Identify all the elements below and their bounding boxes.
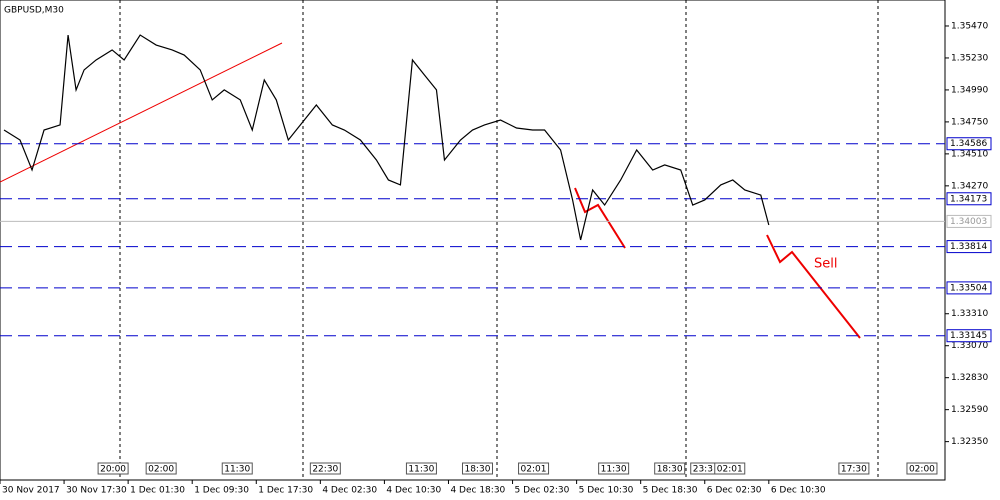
event-tag — [97, 462, 129, 475]
x-tick-label: 1 Dec 17:30 — [258, 486, 313, 496]
y-tick-label: 1.34510 — [951, 149, 988, 159]
event-label: 17:30 — [841, 465, 867, 475]
level-box — [946, 281, 992, 295]
day-separators — [119, 0, 879, 480]
event-label: 02:00 — [909, 465, 935, 475]
level-box — [946, 192, 992, 206]
y-tick-label: 1.33310 — [951, 309, 988, 319]
current-price-label: 1.34003 — [950, 217, 987, 227]
x-tick-label: 1 Dec 09:30 — [194, 486, 249, 496]
x-tick-label: 6 Dec 02:30 — [707, 486, 762, 496]
y-tick-label: 1.35230 — [951, 53, 988, 63]
annotation: Sell — [814, 257, 837, 272]
x-tick-label: 30 Nov 17:30 — [66, 486, 127, 496]
event-label: 22:30 — [312, 465, 338, 475]
event-tag — [145, 462, 177, 475]
event-tag — [309, 462, 341, 475]
event-label: 02:01 — [717, 465, 743, 475]
x-tick-label: 4 Dec 18:30 — [450, 486, 505, 496]
event-tag — [518, 462, 550, 475]
y-tick-label: 1.35470 — [951, 21, 988, 31]
x-tick-label: 4 Dec 10:30 — [386, 486, 441, 496]
y-tick-label: 1.33070 — [951, 341, 988, 351]
level-box — [946, 137, 992, 151]
x-tick-label: 5 Dec 18:30 — [643, 486, 698, 496]
y-tick-label: 1.32350 — [951, 437, 988, 447]
event-tag — [598, 462, 630, 475]
event-label: 02:01 — [521, 465, 547, 475]
y-tick-label: 1.34990 — [951, 85, 988, 95]
y-tick-label: 1.32830 — [951, 373, 988, 383]
level-label: 1.33504 — [950, 283, 987, 293]
event-tag — [654, 462, 686, 475]
x-tick-label: 4 Dec 02:30 — [322, 486, 377, 496]
event-label: 18:30 — [464, 465, 490, 475]
event-tag — [906, 462, 938, 475]
level-label: 1.33814 — [950, 242, 987, 252]
x-tick-label: 6 Dec 10:30 — [771, 486, 826, 496]
event-label: 02:00 — [148, 465, 174, 475]
event-label: 20:00 — [100, 465, 126, 475]
event-label: 11:30 — [601, 465, 627, 475]
event-label: 11:30 — [408, 465, 434, 475]
current-price-box — [946, 214, 992, 228]
x-tick-label: 1 Dec 01:30 — [130, 486, 185, 496]
level-label: 1.33145 — [950, 331, 987, 341]
chart-title: GBPUSD,M30 — [4, 6, 64, 16]
arrows — [574, 187, 861, 339]
y-tick-label: 1.32590 — [951, 405, 988, 415]
event-label: 11:30 — [224, 465, 250, 475]
x-tick-label: 30 Nov 2017 — [2, 486, 60, 496]
level-label: 1.34173 — [950, 194, 987, 204]
level-box — [946, 240, 992, 254]
level-label: 1.34586 — [950, 139, 987, 149]
event-label: 23:3 — [693, 465, 713, 475]
event-label: 18:30 — [657, 465, 683, 475]
event-tag — [838, 462, 870, 475]
event-tag — [461, 462, 493, 475]
arrow-path — [574, 187, 626, 249]
event-tag — [221, 462, 253, 475]
level-box — [946, 329, 992, 343]
plot-frame — [0, 0, 946, 481]
price-line — [3, 34, 770, 241]
event-tag — [405, 462, 437, 475]
y-tick-label: 1.34750 — [951, 117, 988, 127]
event-tag — [714, 462, 746, 475]
trend-line — [0, 42, 283, 183]
arrow-path — [766, 234, 861, 339]
x-tick-label: 5 Dec 02:30 — [515, 486, 570, 496]
y-tick-label: 1.34270 — [951, 181, 988, 191]
x-tick-label: 5 Dec 10:30 — [579, 486, 634, 496]
